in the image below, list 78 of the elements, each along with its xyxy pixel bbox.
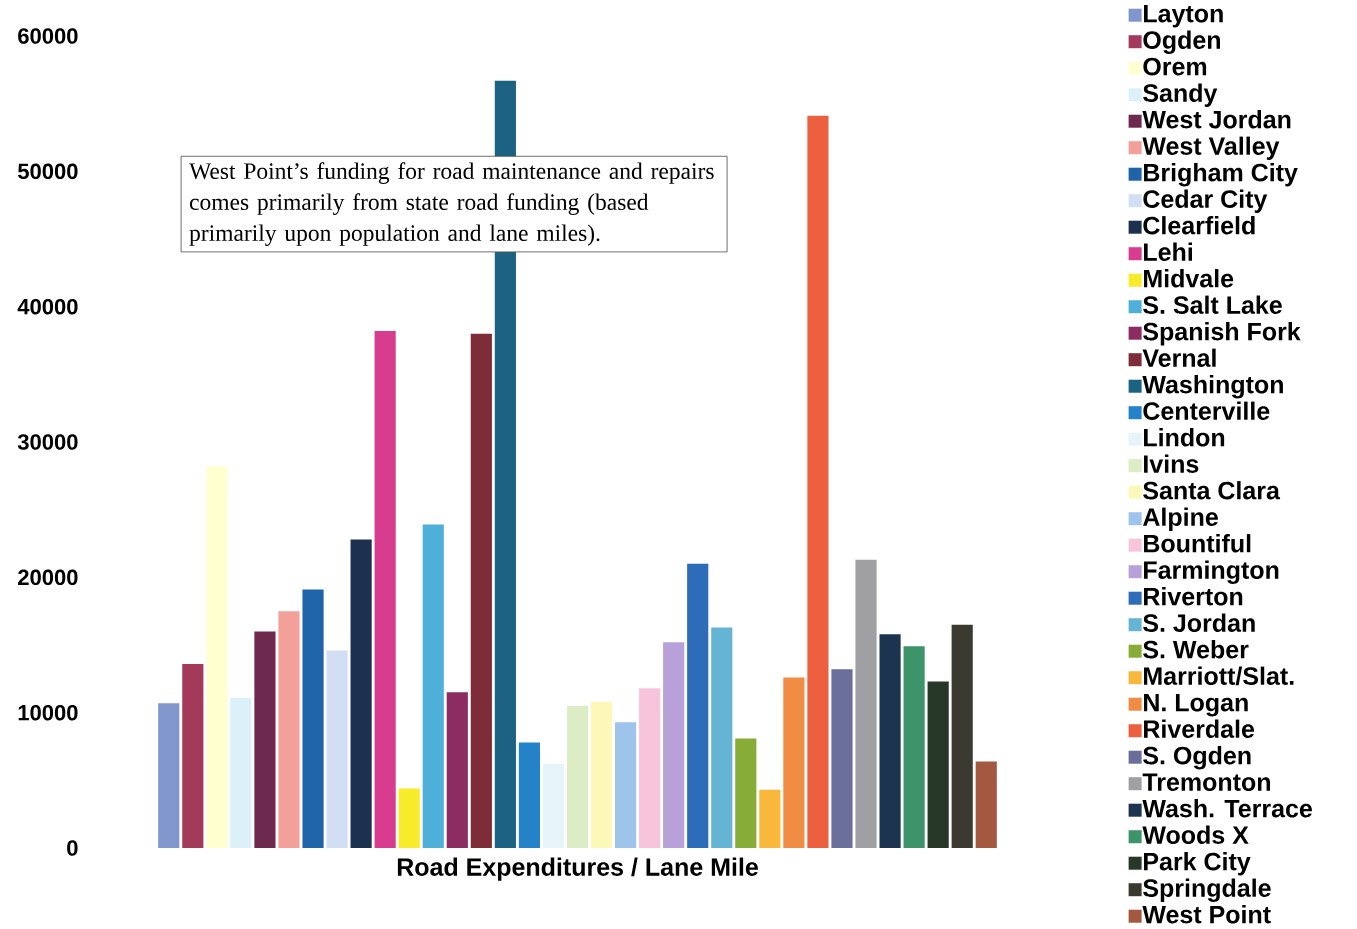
bar [566,705,589,848]
legend-label: S. Jordan [1143,613,1255,632]
legend-label: Tremonton [1142,773,1270,791]
bar [542,764,565,848]
bar [302,589,324,848]
legend-label: Farmington [1144,560,1279,585]
y-tick-label: 50000 [17,163,78,180]
legend-label: Midvale [1144,269,1234,288]
bar [278,611,300,848]
bar [831,669,853,848]
legend-label: Park City [1144,852,1251,876]
legend-label: Alpine [1142,507,1218,531]
bar [254,631,276,848]
legend-label: Washington [1142,375,1283,399]
legend-label: N. Logan [1144,694,1248,717]
bar [398,788,420,848]
legend-label: Riverdale [1144,719,1255,738]
bar [807,115,829,848]
bar [735,738,757,848]
bar [639,688,661,848]
bar [951,624,973,848]
legend-label: West Jordan [1142,110,1291,129]
bar [783,677,805,848]
legend-label: West Valley [1142,136,1280,160]
bar [158,703,180,848]
legend-label: Orem [1143,57,1207,76]
bar [350,539,372,848]
bar [711,627,733,848]
bar [518,742,541,848]
bar [374,331,396,848]
legend-label: Clearfield [1143,216,1255,235]
bar [590,701,613,848]
x-axis-title: Road Expenditures / Lane Mile [397,857,758,881]
bar [470,333,492,848]
legend-label: Spanish Fork [1143,322,1301,346]
legend-label: Santa Clara [1143,481,1281,500]
bar [759,789,781,848]
y-tick-label: 60000 [18,28,78,44]
bar [927,681,949,848]
legend-label: S. Salt Lake [1143,295,1282,314]
legend-label: Layton [1144,5,1223,28]
bar [422,524,444,848]
legend-label: Centerville [1143,401,1270,420]
y-tick-label: 40000 [17,298,78,315]
legend-label: Marriott/Slat. [1144,666,1294,686]
y-tick-label: 30000 [17,434,78,450]
legend-label: S. Ogden [1143,746,1251,770]
bar [687,563,709,848]
legend-label: Ogden [1143,30,1220,55]
legend-label: Brigham City [1144,163,1298,187]
annotation: West Point’s funding for road maintenance and repairs comes primarily from state road funding (based primarily upon population and lane miles). [189,162,714,246]
bar [182,663,204,848]
y-tick-label: 20000 [18,569,78,586]
bar [975,761,997,848]
legend-label: Riverton [1144,587,1243,606]
legend-label: Ivins [1144,454,1199,473]
legend-label: Woods X [1142,825,1249,844]
legend-label: S. Weber [1143,640,1249,659]
y-tick-label: 10000 [18,704,78,721]
legend-label: Springdale [1143,878,1271,903]
legend-label: Cedar City [1143,189,1268,213]
bar [663,642,685,848]
bar [879,634,901,848]
bar [230,697,252,848]
bar [903,646,925,848]
legend-label: West Point [1142,905,1271,924]
y-tick-label: 0 [67,840,78,856]
legend-label: Vernal [1142,348,1216,367]
bar [446,692,468,848]
bar [326,650,348,848]
legend-label: Wash. Terrace [1142,799,1312,818]
legend-label: Lindon [1144,428,1225,447]
legend-label: Bountiful [1144,534,1251,553]
legend-label: Lehi [1144,242,1192,261]
bar [206,466,228,848]
bar [615,722,637,848]
bar [855,559,877,848]
legend-label: Sandy [1143,83,1218,107]
